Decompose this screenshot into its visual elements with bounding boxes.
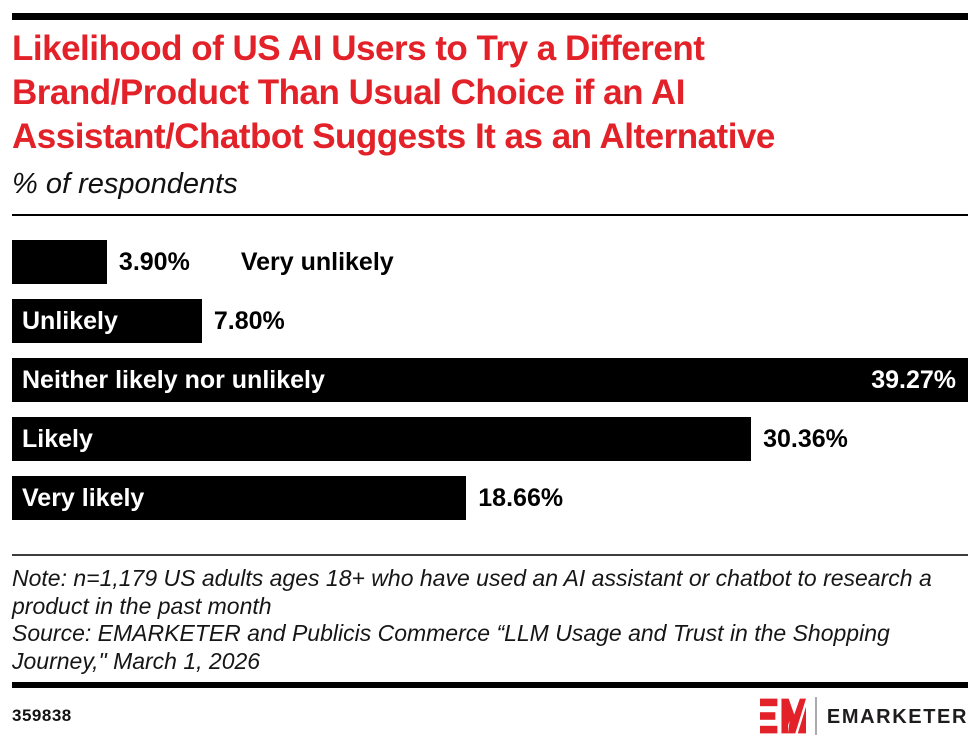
bar-value: 18.66% (478, 483, 564, 512)
bar-label: Unlikely (22, 306, 118, 335)
bar-row: Likely 30.36% (12, 417, 968, 461)
bar-row: Very likely 18.66% (12, 476, 968, 520)
bar-row: 3.90% Very unlikely (12, 240, 968, 284)
bar: Unlikely (12, 299, 202, 343)
chart-id: 359838 (12, 706, 72, 725)
emarketer-logo-mark-icon (759, 698, 806, 734)
logo-divider (814, 697, 817, 735)
emarketer-logo: EMARKETER (759, 697, 968, 735)
chart-subtitle: % of respondents (12, 168, 238, 200)
bar: Neither likely nor unlikely 39.27% (12, 358, 968, 402)
bar-label: Very likely (22, 483, 145, 512)
bar (12, 240, 107, 284)
bar-row: Unlikely 7.80% (12, 299, 968, 343)
bar-value: 39.27% (871, 365, 956, 394)
header-divider (12, 214, 968, 216)
bar-chart: 3.90% Very unlikely Unlikely 7.80% Neither l… (12, 240, 968, 520)
bar-value: 7.80% (213, 306, 285, 335)
bar-value: 3.90% (118, 247, 190, 276)
chart-page: Likelihood of US AI Users to Try a Diffe… (0, 13, 980, 744)
bar-value: 30.36% (763, 424, 848, 453)
bar-row: Neither likely nor unlikely 39.27% (12, 358, 968, 402)
footer-divider (12, 682, 968, 688)
emarketer-logo-text: EMARKETER (826, 705, 968, 728)
bar-label: Likely (22, 424, 93, 453)
chart-title: Likelihood of US AI Users to Try a Diffe… (12, 29, 775, 156)
note-text: Note: n=1,179 US adults ages 18+ who hav… (12, 565, 932, 619)
bar-label: Neither likely nor unlikely (22, 365, 325, 394)
footer: 359838 EMARKETER (12, 697, 968, 735)
bar: Very likely (12, 476, 467, 520)
source-text: Source: EMARKETER and Publicis Commerce … (12, 620, 890, 674)
bar-label: Very unlikely (240, 247, 394, 276)
bar: Likely (12, 417, 752, 461)
footnote-divider (12, 554, 968, 556)
top-divider (12, 13, 968, 20)
